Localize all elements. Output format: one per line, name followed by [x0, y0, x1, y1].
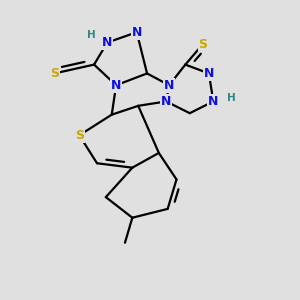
Text: S: S: [75, 129, 84, 142]
Text: N: N: [208, 95, 218, 108]
Text: N: N: [161, 95, 171, 108]
Text: S: S: [199, 38, 208, 50]
Text: H: H: [226, 94, 235, 103]
Text: S: S: [50, 67, 59, 80]
Text: H: H: [87, 30, 95, 40]
Text: N: N: [102, 36, 112, 49]
Text: N: N: [111, 79, 121, 92]
Text: N: N: [204, 67, 214, 80]
Text: N: N: [164, 79, 174, 92]
Text: N: N: [132, 26, 142, 39]
